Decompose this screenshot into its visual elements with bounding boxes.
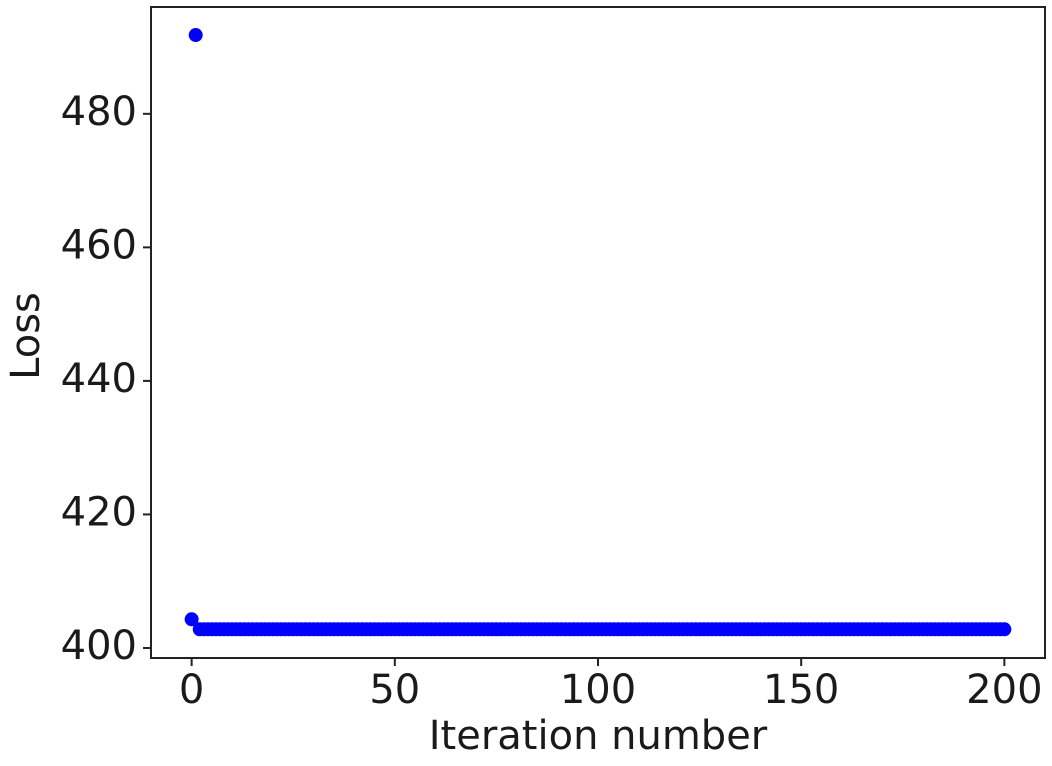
x-tick-label: 50 xyxy=(369,667,420,713)
y-tick-label: 440 xyxy=(61,356,137,402)
y-axis-label: Loss xyxy=(3,292,49,380)
y-tick-label: 400 xyxy=(61,623,137,669)
x-tick-label: 200 xyxy=(966,667,1042,713)
point xyxy=(184,612,199,627)
y-tick-label: 420 xyxy=(61,489,137,535)
plot-frame xyxy=(150,6,1046,659)
x-tick-label: 150 xyxy=(763,667,839,713)
y-tick-label: 460 xyxy=(61,222,137,268)
x-axis-label: Iteration number xyxy=(429,713,768,759)
x-tick-label: 0 xyxy=(179,667,204,713)
y-tick-label: 480 xyxy=(61,89,137,135)
point xyxy=(188,28,203,43)
x-tick-label: 100 xyxy=(560,667,636,713)
point xyxy=(997,622,1012,637)
